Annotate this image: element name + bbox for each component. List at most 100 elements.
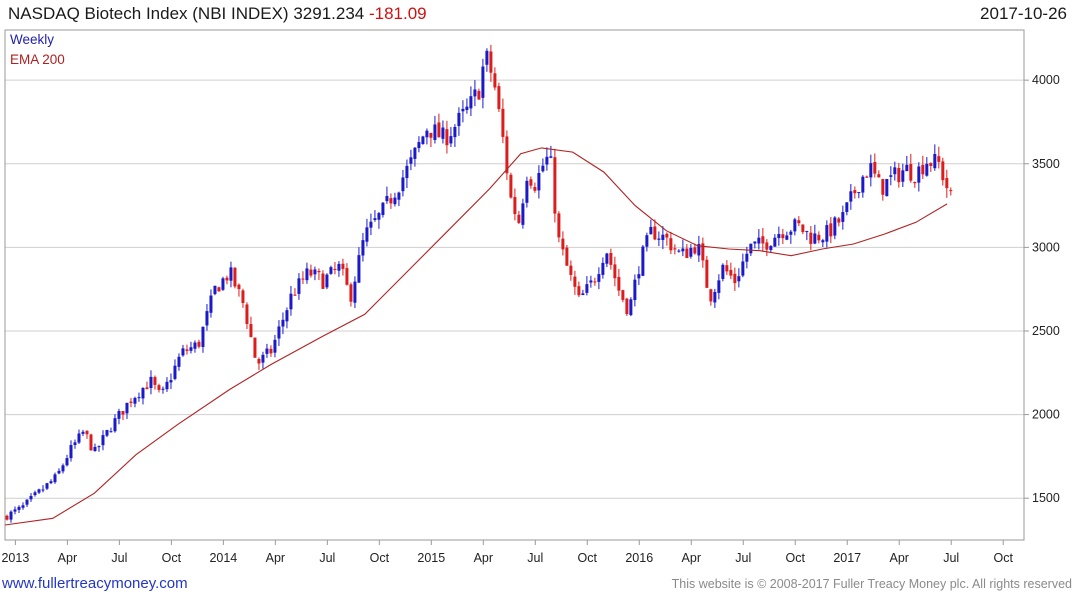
candle-body (433, 124, 437, 140)
candle-body (165, 381, 169, 390)
candle-body (865, 176, 869, 178)
candle-body (773, 237, 777, 247)
x-tick-label: Oct (578, 551, 598, 565)
candle-body (845, 202, 849, 212)
candle-body (841, 212, 845, 222)
candle-body (213, 285, 217, 295)
candle-body (81, 431, 85, 434)
candle-body (337, 263, 341, 271)
candle-body (481, 66, 485, 98)
candle-body (405, 165, 409, 179)
candle-body (705, 259, 709, 288)
candle-body (901, 170, 905, 182)
candle-body (177, 356, 181, 367)
candle-body (313, 269, 317, 275)
candle-body (765, 242, 769, 250)
candle-body (689, 247, 693, 257)
candle-body (413, 147, 417, 159)
candle-body (469, 96, 473, 109)
candle-body (565, 247, 569, 266)
candle-body (197, 341, 201, 347)
chart-header: NASDAQ Biotech Index (NBI INDEX) 3291.23… (8, 4, 427, 24)
candle-body (749, 243, 753, 254)
candle-body (277, 326, 281, 339)
x-tick-label: Jul (527, 551, 543, 565)
candle-body (921, 164, 925, 175)
candle-body (625, 298, 629, 315)
candle-body (825, 225, 829, 242)
candle-body (889, 175, 893, 177)
candle-body (149, 376, 153, 389)
y-tick-label: 1500 (1032, 491, 1060, 505)
y-tick-label: 3500 (1032, 157, 1060, 171)
candle-body (181, 348, 185, 356)
candle-body (265, 348, 269, 354)
candle-body (445, 129, 449, 146)
candle-body (317, 270, 321, 273)
candle-body (237, 284, 241, 290)
candle-body (121, 411, 125, 415)
candle-body (769, 245, 773, 251)
x-tick-label: Apr (58, 551, 77, 565)
candle-body (261, 354, 265, 363)
ema200-line (4, 147, 948, 526)
candle-body (253, 337, 257, 358)
candle-body (897, 168, 901, 183)
candle-body (489, 51, 493, 73)
candle-body (745, 253, 749, 262)
x-tick-label: Apr (474, 551, 493, 565)
candle-body (401, 177, 405, 192)
candle-body (893, 167, 897, 175)
candle-body (221, 278, 225, 290)
candle-body (341, 263, 345, 269)
candle-body (301, 278, 305, 280)
candle-body (461, 108, 465, 112)
candle-body (541, 165, 545, 172)
candle-body (929, 163, 933, 166)
candle-body (453, 126, 457, 138)
x-tick-label: 2017 (833, 551, 861, 565)
candle-body (101, 435, 105, 446)
site-link[interactable]: www.fullertreacymoney.com (2, 575, 188, 592)
candle-body (665, 233, 669, 238)
candle-body (113, 418, 117, 432)
candle-body (589, 280, 593, 283)
candle-body (465, 106, 469, 110)
x-tick-label: Oct (993, 551, 1013, 565)
candle-body (69, 445, 73, 459)
last-price: 3291.234 (293, 4, 365, 23)
candle-body (89, 434, 93, 451)
candle-body (397, 192, 401, 200)
candle-body (553, 157, 557, 214)
x-tick-label: 2013 (1, 551, 29, 565)
x-tick-label: Jul (319, 551, 335, 565)
candle-body (701, 243, 705, 261)
candle-body (781, 234, 785, 239)
candle-body (369, 221, 373, 228)
candle-body (805, 231, 809, 233)
candle-body (613, 264, 617, 279)
candle-body (233, 267, 237, 287)
candle-body (529, 179, 533, 186)
candle-body (257, 359, 261, 364)
candle-body (41, 489, 45, 491)
candle-body (569, 265, 573, 275)
candle-body (161, 388, 165, 390)
y-tick-label: 4000 (1032, 73, 1060, 87)
candle-body (513, 196, 517, 215)
candle-body (389, 198, 393, 204)
candle-body (821, 240, 825, 243)
candle-body (633, 279, 637, 301)
candle-body (353, 281, 357, 303)
candle-body (49, 481, 53, 484)
candle-body (393, 197, 397, 205)
candle-body (421, 136, 425, 144)
candle-body (501, 108, 505, 137)
candle-body (33, 492, 37, 496)
candle-body (21, 505, 25, 508)
candle-body (793, 219, 797, 232)
candle-body (273, 339, 277, 353)
candle-body (585, 284, 589, 293)
candle-body (417, 142, 421, 149)
candle-body (293, 294, 297, 296)
